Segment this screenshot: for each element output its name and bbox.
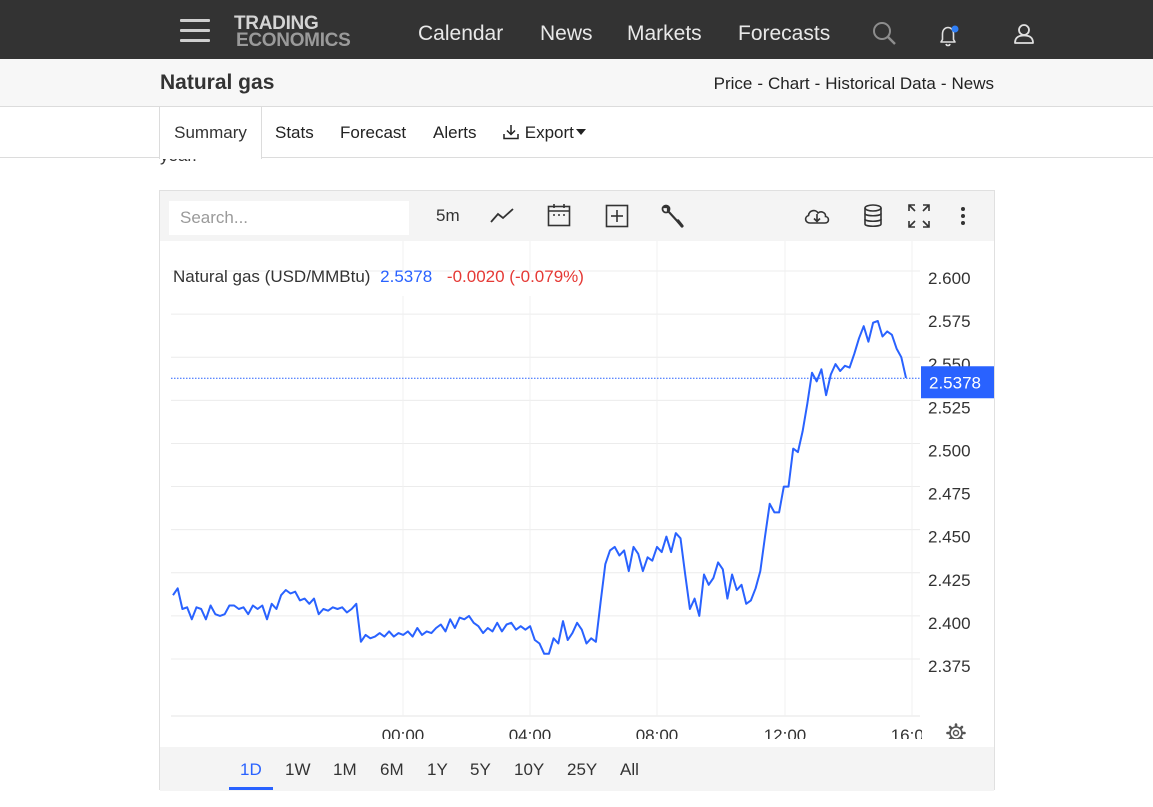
top-navbar: TRADING ECONOMICS Calendar News Markets … — [0, 0, 1153, 59]
range-1d[interactable]: 1D — [240, 760, 262, 779]
series-line-natural-gas — [172, 320, 907, 655]
range-25y[interactable]: 25Y — [567, 760, 598, 779]
legend-background — [173, 274, 608, 296]
database-icon[interactable] — [861, 201, 885, 231]
more-vertical-icon[interactable] — [955, 201, 971, 231]
user-icon[interactable] — [1011, 21, 1037, 47]
price-chart[interactable]: 2.3752.4002.4252.4502.4752.5002.5252.550… — [160, 241, 994, 739]
link-historical-data[interactable]: Historical Data — [825, 74, 936, 93]
range-1w[interactable]: 1W — [285, 760, 311, 779]
y-tick-label: 2.600 — [928, 269, 971, 288]
range-5y[interactable]: 5Y — [470, 760, 491, 779]
x-tick-label: 04:00 — [509, 726, 552, 739]
y-tick-label: 2.475 — [928, 485, 971, 504]
y-tick-label: 2.375 — [928, 657, 971, 676]
site-logo[interactable]: TRADING ECONOMICS — [234, 14, 379, 52]
line-chart-icon[interactable] — [489, 201, 515, 231]
caret-down-icon — [575, 129, 586, 135]
logo-top-text: TRADING — [234, 13, 319, 34]
last-price-label: 2.5378 — [929, 373, 981, 392]
active-range-indicator — [229, 787, 273, 790]
interval-button[interactable]: 5m — [436, 206, 460, 225]
tab-forecast[interactable]: Forecast — [340, 123, 407, 142]
tabs-bar: Summary Stats Forecast Alerts Export — [0, 107, 1153, 159]
y-axis-ticks: 2.3752.4002.4252.4502.4752.5002.5252.550… — [928, 269, 971, 676]
tab-summary[interactable]: Summary — [159, 107, 262, 159]
nav-news[interactable]: News — [540, 22, 593, 45]
logo-bottom-text: ECONOMICS — [236, 30, 351, 51]
tab-export[interactable]: Export — [502, 107, 586, 158]
range-10y[interactable]: 10Y — [514, 760, 545, 779]
range-1y[interactable]: 1Y — [427, 760, 448, 779]
page-title: Natural gas — [160, 71, 275, 94]
chart-toolbar: 5m — [160, 191, 994, 241]
chart-widget: 5m — [159, 190, 995, 791]
fullscreen-icon[interactable] — [906, 201, 932, 231]
nav-forecasts[interactable]: Forecasts — [738, 22, 831, 45]
gear-icon[interactable] — [946, 723, 966, 740]
x-tick-label: 00:00 — [382, 726, 425, 739]
tab-stats[interactable]: Stats — [275, 123, 314, 142]
x-axis-ticks: 00:00 04:00 08:00 12:00 16:00 — [382, 726, 934, 739]
range-6m[interactable]: 6M — [380, 760, 404, 779]
title-bar: Natural gas Price - Chart - Historical Data -… — [0, 59, 1153, 107]
add-indicator-icon[interactable] — [604, 201, 630, 231]
bell-icon[interactable] — [935, 22, 963, 50]
y-tick-label: 2.450 — [928, 528, 971, 547]
legend-change: -0.0020 (-0.079%) — [447, 267, 584, 286]
legend-price: 2.5378 — [380, 267, 432, 286]
menu-icon[interactable] — [180, 19, 210, 43]
legend-text: Natural gas (USD/MMBtu) 2.5378 -0.0020 (… — [173, 267, 584, 286]
chart-grid — [171, 241, 920, 717]
y-tick-label: 2.425 — [928, 571, 971, 590]
link-chart[interactable]: Chart — [768, 74, 810, 93]
y-tick-label: 2.500 — [928, 441, 971, 460]
wrench-icon[interactable] — [660, 201, 686, 231]
y-tick-label: 2.400 — [928, 614, 971, 633]
legend-symbol-name: Natural gas (USD/MMBtu) — [173, 267, 370, 286]
cloud-download-icon[interactable] — [802, 201, 832, 231]
link-price[interactable]: Price — [713, 74, 753, 93]
section-links: Price - Chart - Historical Data - News — [713, 74, 994, 93]
tab-alerts[interactable]: Alerts — [433, 123, 477, 142]
notification-dot — [951, 25, 959, 33]
link-news[interactable]: News — [951, 74, 994, 93]
export-label: Export — [524, 123, 574, 142]
range-all[interactable]: All — [620, 760, 639, 779]
nav-markets[interactable]: Markets — [627, 22, 702, 45]
x-tick-label: 08:00 — [636, 726, 679, 739]
download-icon — [503, 125, 519, 140]
symbol-search-input[interactable] — [169, 201, 409, 235]
calendar-icon[interactable] — [546, 201, 572, 231]
range-1m[interactable]: 1M — [333, 760, 357, 779]
y-tick-label: 2.525 — [928, 398, 971, 417]
x-tick-label: 16:00 — [891, 726, 934, 739]
last-price-label-bg — [921, 366, 994, 399]
y-tick-label: 2.575 — [928, 312, 971, 331]
range-selector: 1D 1W 1M 6M 1Y 5Y 10Y 25Y All — [160, 747, 994, 791]
nav-calendar[interactable]: Calendar — [418, 22, 504, 45]
search-icon[interactable] — [872, 21, 898, 47]
paragraph-text-cut: year. — [160, 158, 197, 168]
x-tick-label: 12:00 — [764, 726, 807, 739]
